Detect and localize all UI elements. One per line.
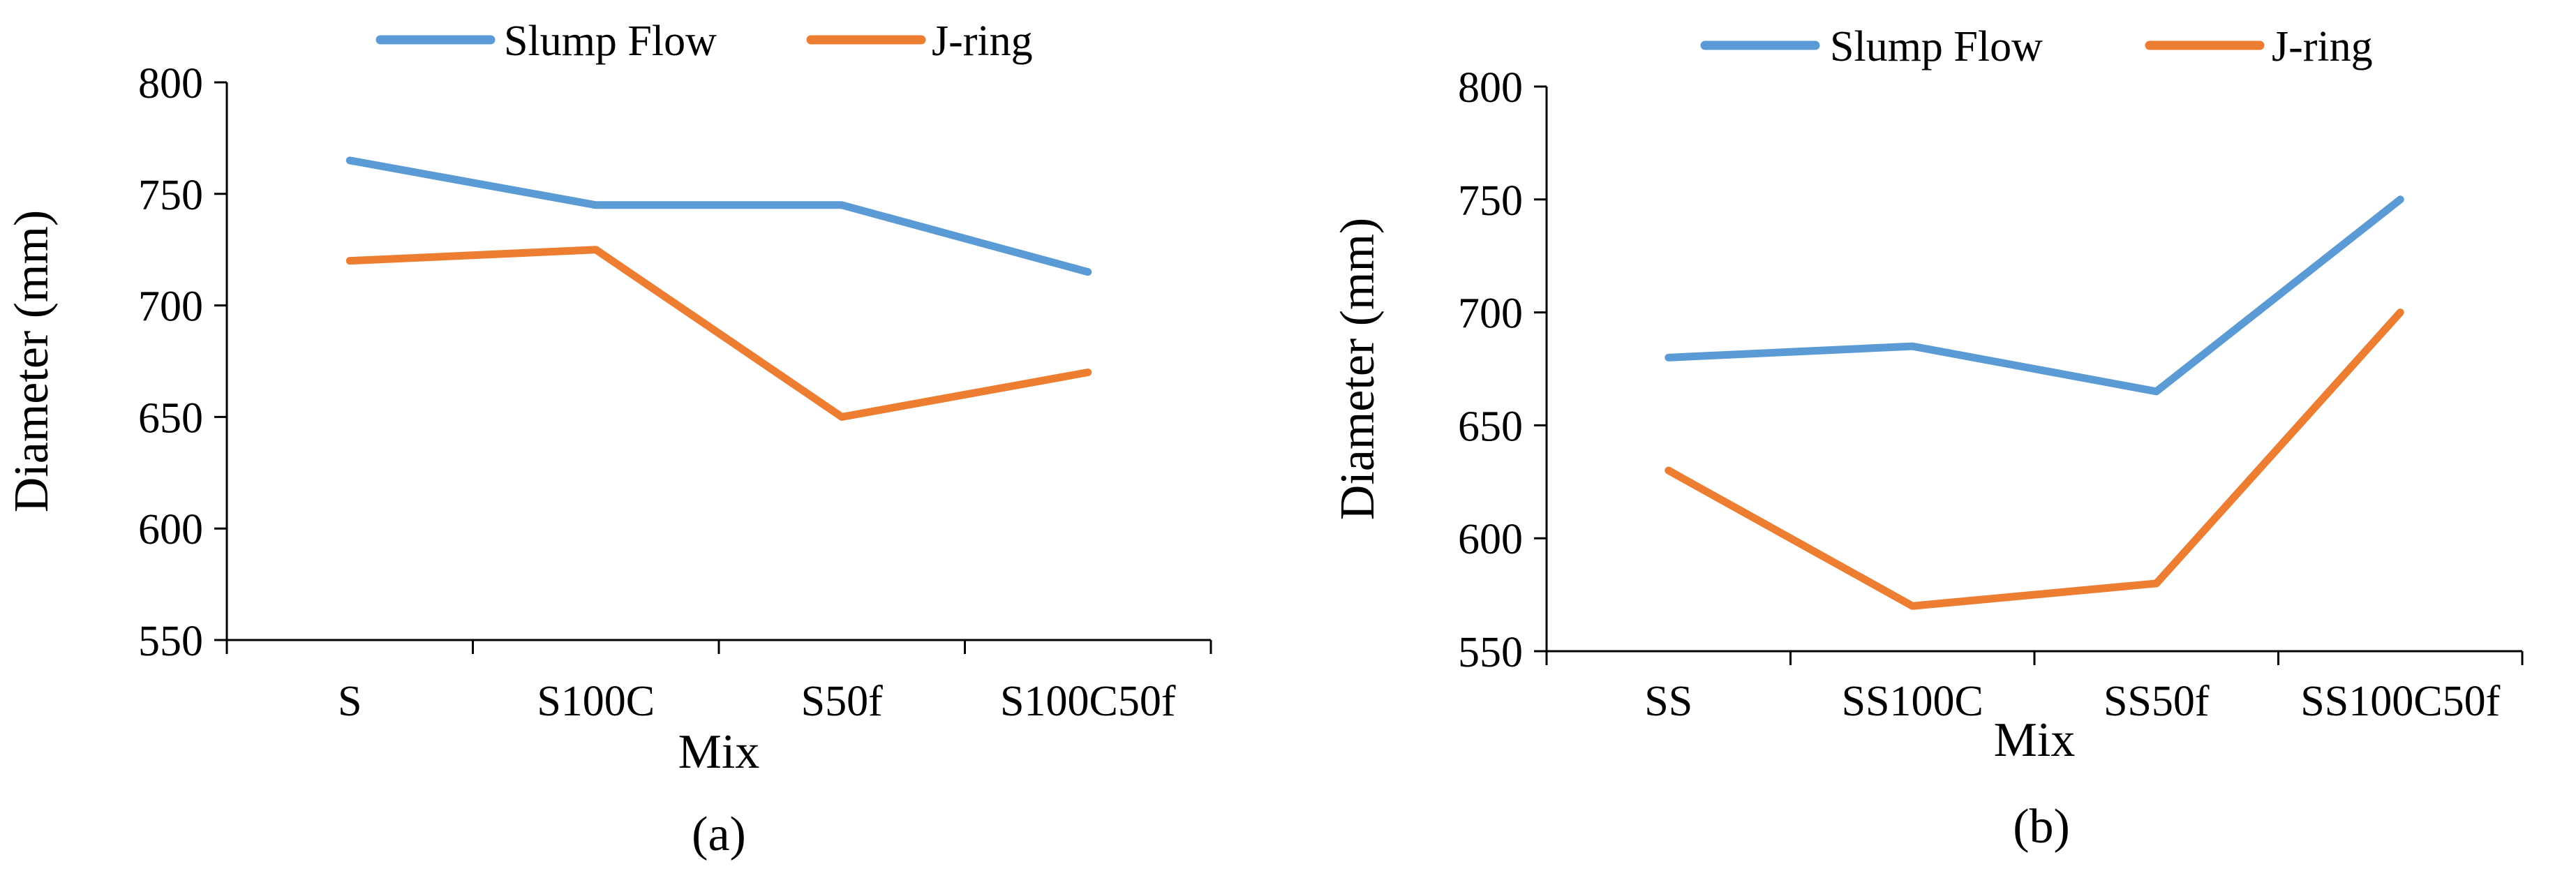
- x-axis-title: Mix: [1994, 713, 2076, 767]
- x-category-label: S: [338, 678, 362, 725]
- chart-panel-b: 550 600 650 700 750 800 SS SS100C SS50f SS100C50f…: [1331, 23, 2524, 854]
- series-line-j-ring: [345, 246, 1092, 421]
- y-tick-label: 550: [1458, 629, 1523, 676]
- y-tick-label: 650: [138, 394, 203, 442]
- x-category-label: S100C: [537, 678, 655, 725]
- legend-label: J-ring: [2272, 23, 2373, 70]
- legend-label: Slump Flow: [504, 17, 717, 65]
- y-tick-label: 800: [1458, 64, 1523, 112]
- y-tick-label: 700: [1458, 290, 1523, 338]
- y-tick-label: 700: [138, 283, 203, 331]
- x-category-label: SS50f: [2104, 678, 2210, 725]
- panel-caption: (a): [692, 808, 746, 861]
- y-tick-label: 800: [138, 60, 203, 107]
- chart-panel-a: 550 600 650 700 750 800 S S100C S50f S100C50f Diam…: [5, 17, 1212, 861]
- y-tick-label: 750: [1458, 177, 1523, 225]
- x-category-label: SS: [1644, 678, 1692, 725]
- x-category-label: SS100C50f: [2300, 678, 2500, 725]
- legend-label: J-ring: [932, 17, 1033, 65]
- y-tick-label: 650: [1458, 403, 1523, 450]
- legend-label: Slump Flow: [1830, 23, 2043, 70]
- series-line-slump-flow: [345, 156, 1092, 276]
- y-tick-label: 600: [138, 506, 203, 553]
- series-line-slump-flow: [1665, 195, 2404, 396]
- y-axis-title: Diameter (mm): [5, 210, 59, 512]
- y-axis-title: Diameter (mm): [1331, 218, 1385, 520]
- x-category-label: S100C50f: [1000, 678, 1176, 725]
- panel-caption: (b): [2013, 800, 2070, 854]
- x-category-label: SS100C: [1842, 678, 1983, 725]
- series-line-j-ring: [1665, 308, 2404, 610]
- y-tick-label: 550: [138, 618, 203, 665]
- y-tick-label: 750: [138, 172, 203, 219]
- y-tick-label: 600: [1458, 516, 1523, 563]
- x-category-label: S50f: [801, 678, 883, 725]
- x-axis-title: Mix: [678, 725, 760, 779]
